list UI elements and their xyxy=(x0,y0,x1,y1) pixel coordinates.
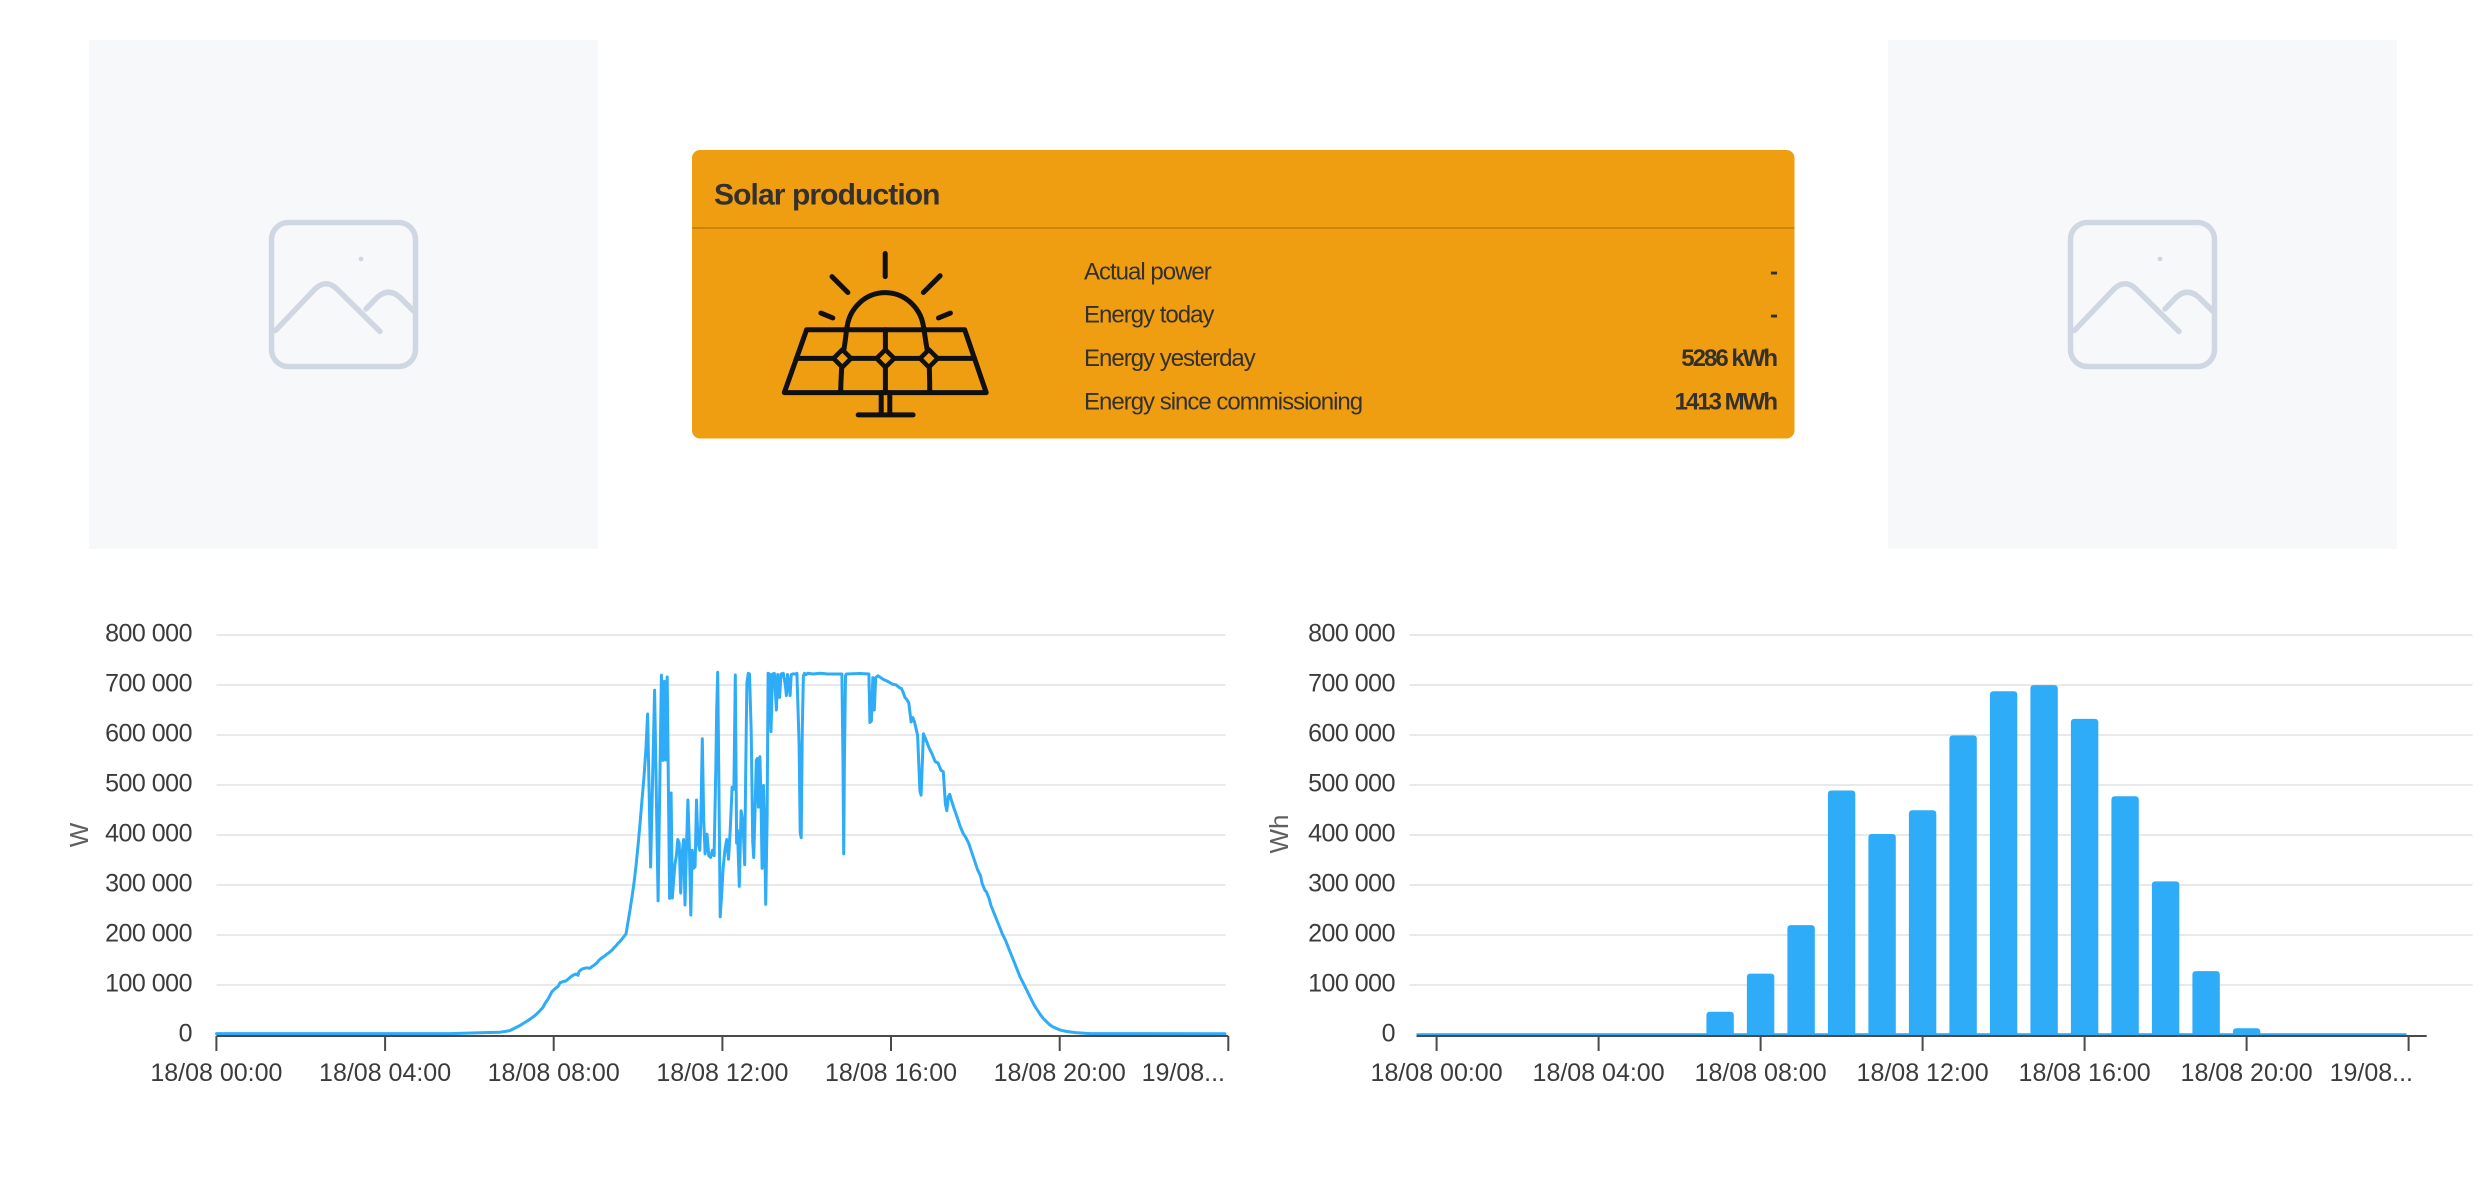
svg-text:100 000: 100 000 xyxy=(105,969,192,997)
svg-text:-: - xyxy=(1770,258,1778,285)
svg-text:Wh: Wh xyxy=(1264,815,1294,854)
svg-text:500 000: 500 000 xyxy=(1308,769,1395,797)
svg-text:18/08 08:00: 18/08 08:00 xyxy=(488,1059,620,1087)
svg-text:-: - xyxy=(1770,302,1778,329)
svg-text:300 000: 300 000 xyxy=(1308,869,1395,897)
svg-text:Energy yesterday: Energy yesterday xyxy=(1084,345,1256,372)
svg-text:18/08 04:00: 18/08 04:00 xyxy=(1533,1059,1665,1087)
svg-text:18/08 08:00: 18/08 08:00 xyxy=(1695,1059,1827,1087)
svg-text:18/08 16:00: 18/08 16:00 xyxy=(2019,1059,2151,1087)
svg-text:400 000: 400 000 xyxy=(105,819,192,847)
svg-text:18/08 00:00: 18/08 00:00 xyxy=(1371,1059,1503,1087)
svg-text:Actual power: Actual power xyxy=(1084,258,1212,285)
svg-text:18/08 20:00: 18/08 20:00 xyxy=(2181,1059,2313,1087)
svg-text:100 000: 100 000 xyxy=(1308,969,1395,997)
svg-text:19/08...: 19/08... xyxy=(2330,1059,2413,1087)
svg-text:18/08 16:00: 18/08 16:00 xyxy=(825,1059,957,1087)
svg-text:18/08 04:00: 18/08 04:00 xyxy=(319,1059,451,1087)
svg-text:W: W xyxy=(64,822,94,847)
svg-text:700 000: 700 000 xyxy=(1308,669,1395,697)
svg-text:400 000: 400 000 xyxy=(1308,819,1395,847)
svg-text:1413 MWh: 1413 MWh xyxy=(1675,388,1778,415)
svg-text:600 000: 600 000 xyxy=(1308,719,1395,747)
svg-text:200 000: 200 000 xyxy=(105,919,192,947)
svg-text:600 000: 600 000 xyxy=(105,719,192,747)
svg-text:800 000: 800 000 xyxy=(105,619,192,647)
svg-text:800 000: 800 000 xyxy=(1308,619,1395,647)
svg-text:700 000: 700 000 xyxy=(105,669,192,697)
svg-text:0: 0 xyxy=(1382,1019,1395,1047)
svg-text:Energy today: Energy today xyxy=(1084,302,1214,329)
svg-text:Solar production: Solar production xyxy=(714,179,940,212)
svg-text:18/08 12:00: 18/08 12:00 xyxy=(656,1059,788,1087)
svg-text:200 000: 200 000 xyxy=(1308,919,1395,947)
svg-text:18/08 00:00: 18/08 00:00 xyxy=(150,1059,282,1087)
svg-text:0: 0 xyxy=(179,1019,192,1047)
svg-text:19/08...: 19/08... xyxy=(1142,1059,1225,1087)
svg-text:18/08 12:00: 18/08 12:00 xyxy=(1857,1059,1989,1087)
svg-text:500 000: 500 000 xyxy=(105,769,192,797)
svg-text:18/08 20:00: 18/08 20:00 xyxy=(994,1059,1126,1087)
svg-text:300 000: 300 000 xyxy=(105,869,192,897)
svg-text:5286 kWh: 5286 kWh xyxy=(1681,345,1777,372)
svg-text:Energy since commissioning: Energy since commissioning xyxy=(1084,388,1362,415)
